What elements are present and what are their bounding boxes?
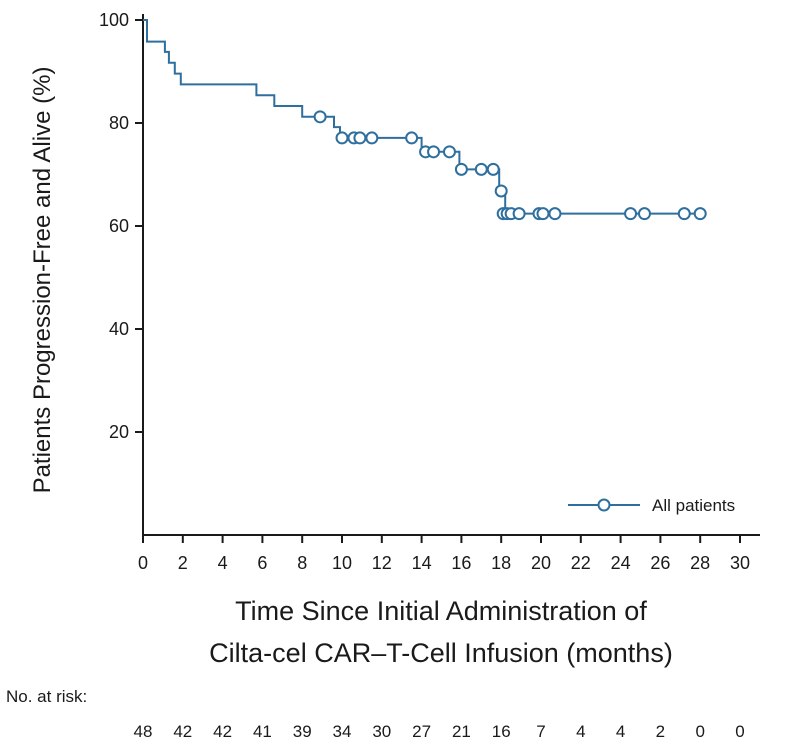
x-tick-label: 0 bbox=[138, 553, 148, 573]
censor-marker bbox=[677, 207, 691, 221]
legend-marker bbox=[597, 498, 611, 512]
risk-count: 42 bbox=[173, 722, 192, 741]
censor-marker bbox=[313, 110, 327, 124]
x-tick-label: 22 bbox=[571, 553, 591, 573]
censor-marker bbox=[624, 207, 638, 221]
censor-marker bbox=[548, 207, 562, 221]
series-line-all-patients bbox=[143, 19, 701, 215]
risk-count: 2 bbox=[656, 722, 665, 741]
censor-marker bbox=[442, 145, 456, 159]
risk-count: 16 bbox=[492, 722, 511, 741]
y-tick-label: 60 bbox=[109, 216, 129, 236]
x-tick-label: 28 bbox=[690, 553, 710, 573]
censor-marker bbox=[365, 131, 379, 145]
y-tick-label: 100 bbox=[99, 10, 129, 30]
x-tick-label: 18 bbox=[491, 553, 511, 573]
censor-marker bbox=[405, 131, 419, 145]
risk-count: 39 bbox=[293, 722, 312, 741]
x-tick-label: 16 bbox=[451, 553, 471, 573]
risk-count: 21 bbox=[452, 722, 471, 741]
risk-count: 42 bbox=[213, 722, 232, 741]
censor-marker bbox=[474, 162, 488, 176]
risk-count: 0 bbox=[695, 722, 704, 741]
x-tick-label: 2 bbox=[178, 553, 188, 573]
x-tick-label: 24 bbox=[611, 553, 631, 573]
y-tick-label: 40 bbox=[109, 319, 129, 339]
legend: All patients bbox=[568, 496, 735, 515]
axes bbox=[142, 14, 760, 536]
series-layer bbox=[143, 19, 707, 221]
risk-count: 4 bbox=[616, 722, 625, 741]
censor-marker bbox=[353, 131, 367, 145]
x-tick-label: 10 bbox=[332, 553, 352, 573]
censor-marker bbox=[486, 162, 500, 176]
risk-table: No. at risk:48 42 42 41 39 34 30 27 21 16 7 4 4 2 0 0 bbox=[6, 687, 745, 741]
censor-marker bbox=[494, 184, 508, 198]
censor-marker bbox=[693, 207, 707, 221]
x-tick-label: 14 bbox=[412, 553, 432, 573]
risk-table-label: No. at risk: bbox=[6, 687, 87, 706]
risk-count: 34 bbox=[333, 722, 352, 741]
x-tick-label: 26 bbox=[650, 553, 670, 573]
risk-count: 48 bbox=[134, 722, 153, 741]
x-tick-label: 20 bbox=[531, 553, 551, 573]
censor-marker bbox=[427, 145, 441, 159]
censor-marker bbox=[454, 162, 468, 176]
x-tick-label: 6 bbox=[257, 553, 267, 573]
risk-count: 0 bbox=[735, 722, 744, 741]
risk-count: 30 bbox=[372, 722, 391, 741]
censor-marker bbox=[512, 207, 526, 221]
risk-count: 4 bbox=[576, 722, 585, 741]
risk-count: 7 bbox=[536, 722, 545, 741]
x-tick-label: 12 bbox=[372, 553, 392, 573]
x-axis-label-line: Cilta-cel CAR–T-Cell Infusion (months) bbox=[209, 638, 673, 668]
censor-marker bbox=[536, 207, 550, 221]
y-tick-label: 80 bbox=[109, 113, 129, 133]
x-tick-label: 4 bbox=[218, 553, 228, 573]
risk-count: 27 bbox=[412, 722, 431, 741]
y-axis-label: Patients Progression-Free and Alive (%) bbox=[29, 67, 56, 494]
x-tick-label: 8 bbox=[297, 553, 307, 573]
x-tick-label: 30 bbox=[730, 553, 750, 573]
risk-count: 41 bbox=[253, 722, 272, 741]
axis-labels: Patients Progression-Free and Alive (%) T… bbox=[29, 67, 673, 668]
censor-marker bbox=[335, 131, 349, 145]
x-axis-label-line: Time Since Initial Administration of bbox=[235, 596, 647, 626]
y-tick-label: 20 bbox=[109, 422, 129, 442]
legend-label: All patients bbox=[652, 496, 735, 515]
censor-marker bbox=[637, 207, 651, 221]
